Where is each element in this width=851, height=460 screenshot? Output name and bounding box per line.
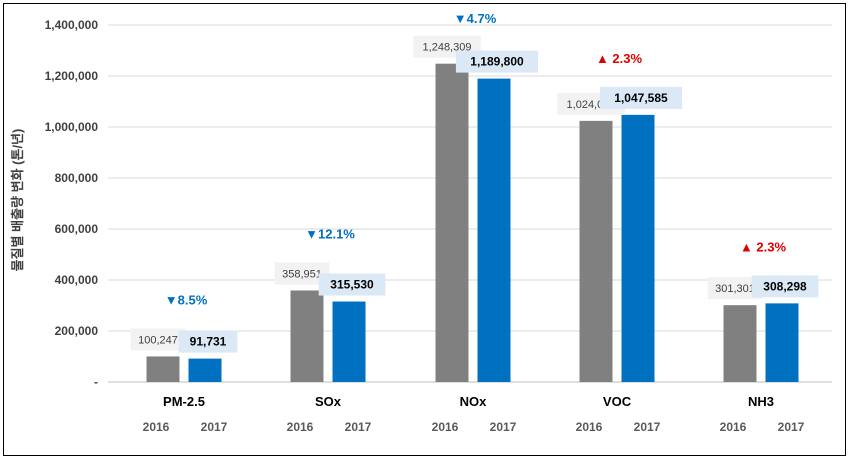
change-label: ▲ 2.3% bbox=[596, 51, 643, 66]
bar-2016-NOx bbox=[435, 63, 469, 382]
bar-2016-VOC bbox=[579, 120, 613, 382]
category-label: PM-2.5 bbox=[163, 394, 205, 409]
gridlines bbox=[108, 24, 832, 383]
y-tick-label: 1,000,000 bbox=[45, 120, 99, 134]
change-label: ▲ 2.3% bbox=[740, 239, 787, 254]
category-label: VOC bbox=[603, 394, 632, 409]
data-label-2017: 1,189,800 bbox=[470, 55, 524, 69]
year-label: 2016 bbox=[143, 420, 170, 434]
data-labels: 100,247 91,731358,951315,5301,248,3091,18… bbox=[130, 35, 819, 353]
bar-2017-VOC bbox=[621, 114, 655, 383]
y-tick-label: 1,400,000 bbox=[45, 18, 99, 32]
y-axis-ticks: - 200,000 400,000 600,000 800,000 1,000,000 1,… bbox=[45, 18, 99, 389]
y-tick-label: - bbox=[94, 375, 98, 389]
bar-2017-NOx bbox=[477, 78, 511, 382]
y-tick-label: 600,000 bbox=[55, 222, 99, 236]
category-label: NOx bbox=[460, 394, 488, 409]
data-label-box bbox=[707, 277, 763, 300]
category-label: NH3 bbox=[748, 394, 774, 409]
data-label-2017: 308,298 bbox=[763, 279, 807, 293]
y-tick-label: 200,000 bbox=[55, 324, 99, 338]
year-label: 2017 bbox=[778, 420, 805, 434]
year-label: 2017 bbox=[634, 420, 661, 434]
year-label: 2016 bbox=[287, 420, 314, 434]
data-label-2017: 1,047,585 bbox=[614, 91, 668, 105]
y-axis-title: 물질별 배출량 변화 (톤/년) bbox=[10, 129, 25, 272]
data-label-2016: 100,247 bbox=[138, 334, 178, 346]
bar-2016-SOx bbox=[290, 290, 324, 382]
y-tick-label: 1,200,000 bbox=[45, 69, 99, 83]
bar-2016-NH3 bbox=[723, 305, 757, 382]
data-label-box bbox=[599, 86, 683, 109]
data-label-box bbox=[130, 328, 186, 351]
bar-2017-PM-2.5 bbox=[188, 358, 222, 382]
data-label-box bbox=[318, 273, 386, 296]
bars bbox=[146, 63, 799, 383]
change-label: ▼4.7% bbox=[454, 11, 497, 26]
year-label: 2016 bbox=[720, 420, 747, 434]
data-label-box bbox=[274, 262, 330, 285]
change-labels: ▼8.5% ▼12.1% ▼4.7% ▲ 2.3% ▲ 2.3% bbox=[165, 11, 787, 307]
category-label: SOx bbox=[315, 394, 342, 409]
data-label-2016: 358,951 bbox=[282, 268, 322, 280]
year-label: 2016 bbox=[432, 420, 459, 434]
data-label-box bbox=[455, 50, 539, 73]
bar-2016-PM-2.5 bbox=[146, 356, 180, 382]
data-label-2017: 315,530 bbox=[330, 278, 374, 292]
data-label-2016: 301,301 bbox=[715, 283, 755, 295]
year-label: 2017 bbox=[201, 420, 228, 434]
y-tick-label: 400,000 bbox=[55, 273, 99, 287]
data-label-box bbox=[751, 275, 819, 298]
year-label: 2016 bbox=[576, 420, 603, 434]
change-label: ▼8.5% bbox=[165, 292, 208, 307]
bar-2017-NH3 bbox=[765, 303, 799, 382]
data-label-2017: 91,731 bbox=[190, 335, 227, 349]
data-label-box bbox=[178, 330, 238, 353]
change-label: ▼12.1% bbox=[305, 226, 355, 241]
year-label: 2017 bbox=[490, 420, 517, 434]
bar-2017-SOx bbox=[332, 301, 366, 382]
year-label: 2017 bbox=[345, 420, 372, 434]
y-tick-label: 800,000 bbox=[55, 171, 99, 185]
